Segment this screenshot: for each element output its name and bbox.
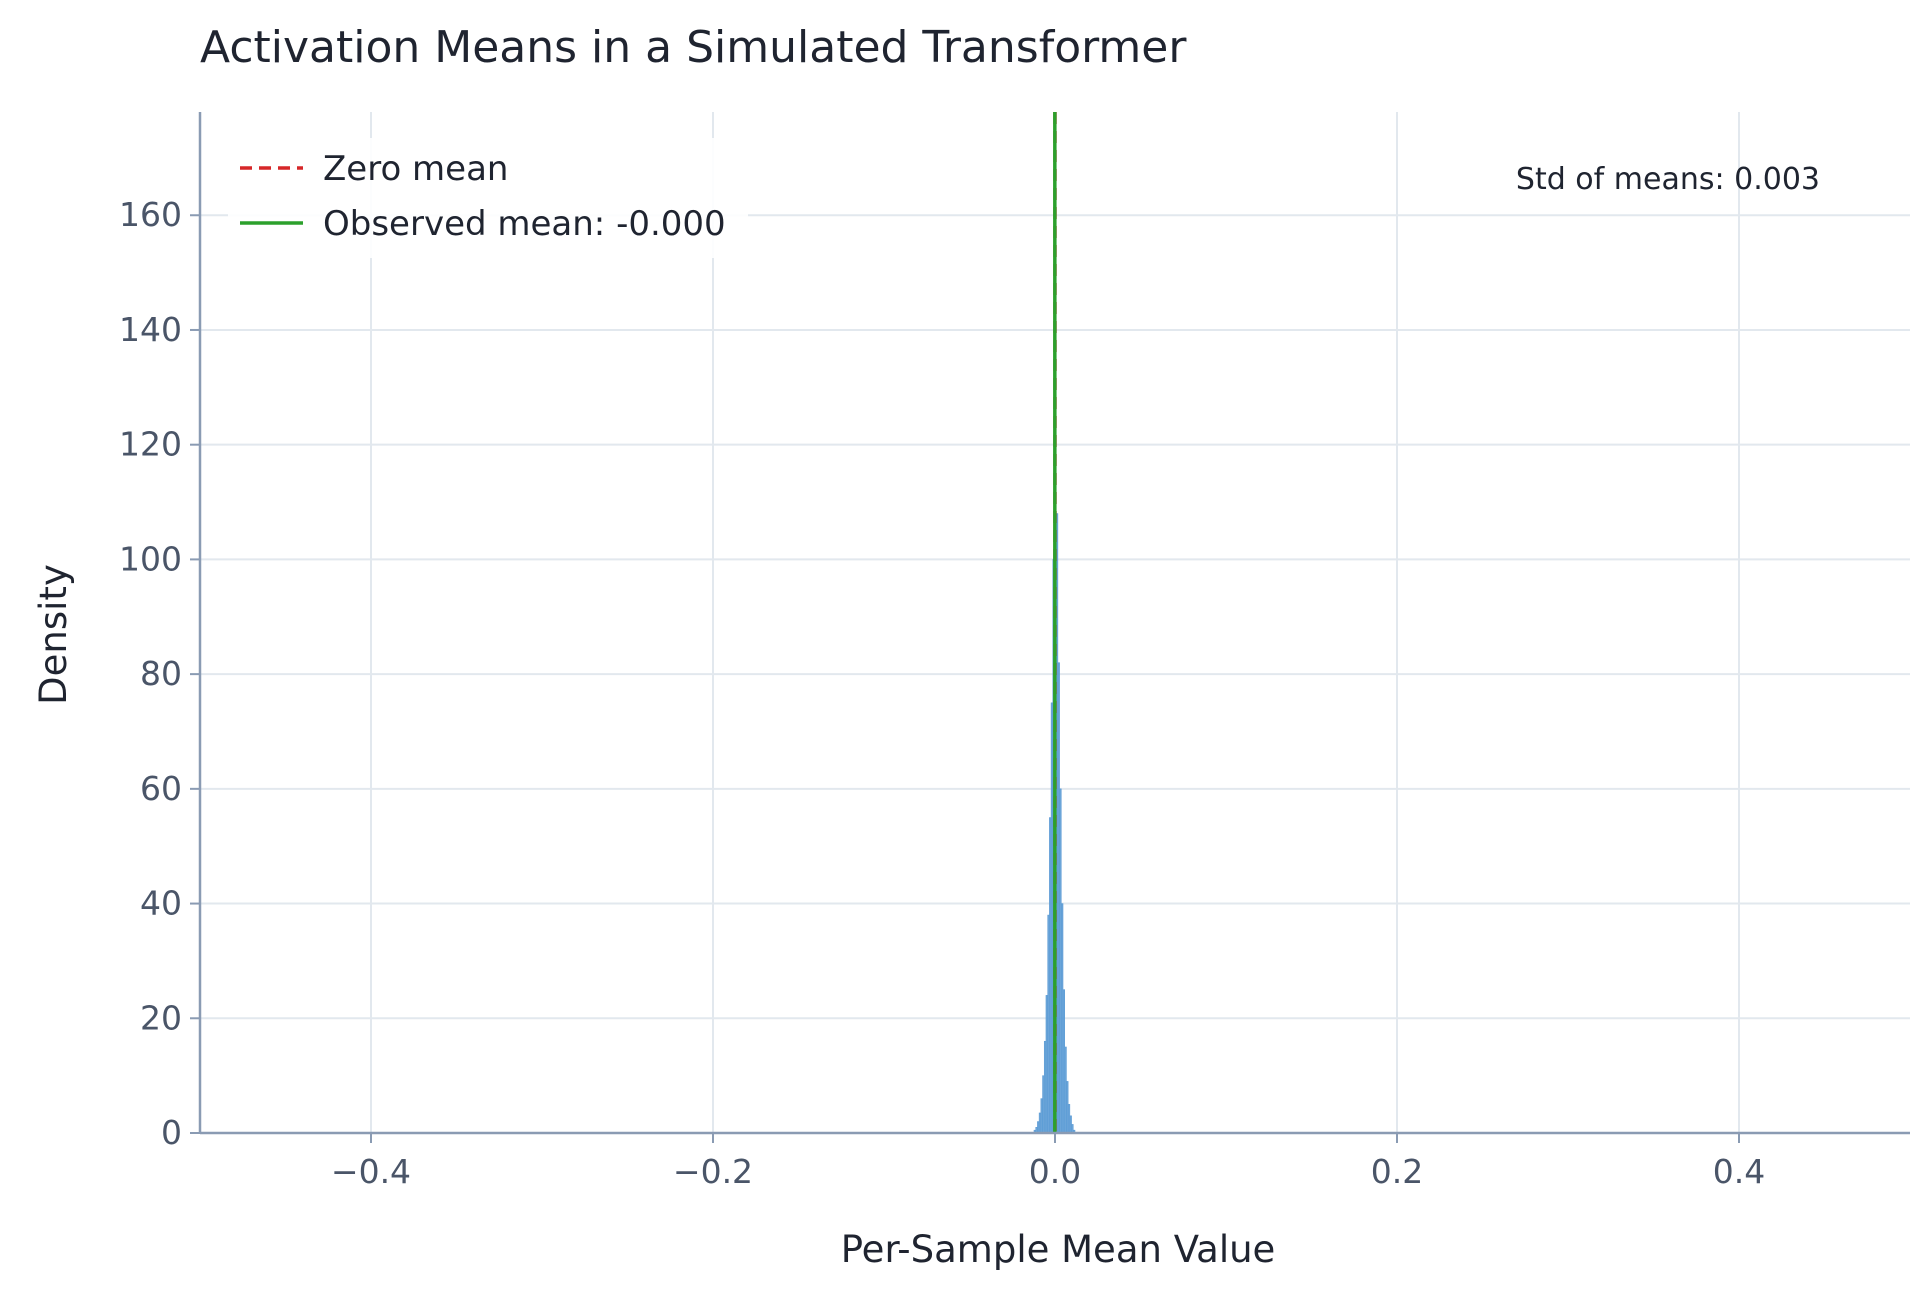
histogram-bar	[1057, 662, 1060, 1134]
std-annotation: Std of means: 0.003	[1516, 162, 1820, 197]
x-tick-label: −0.2	[673, 1152, 753, 1191]
axes-layer	[190, 112, 1910, 1143]
legend-label-observed-mean: Observed mean: -0.000	[323, 204, 726, 244]
x-tick-label: 0.4	[1713, 1152, 1765, 1191]
y-tick-label: 0	[161, 1113, 182, 1152]
y-tick-label: 40	[140, 884, 182, 923]
legend-label-zero-mean: Zero mean	[323, 149, 508, 189]
histogram-bar	[1066, 1081, 1069, 1134]
histogram-bar	[1038, 1112, 1042, 1134]
histogram-bar	[1071, 1124, 1074, 1134]
histogram-bar	[1037, 1121, 1040, 1134]
histogram-bar	[1061, 903, 1064, 1134]
chart-title: Activation Means in a Simulated Transfor…	[200, 22, 1187, 73]
x-tick-label: 0.2	[1371, 1152, 1423, 1191]
legend-box	[228, 138, 748, 258]
y-tick-label: 140	[119, 310, 182, 349]
histogram-bar	[1067, 1104, 1071, 1134]
histogram-bar	[1062, 989, 1065, 1134]
histogram-bar	[1050, 702, 1054, 1134]
histogram-bar	[1040, 1098, 1043, 1134]
y-axis-label: Density	[32, 564, 75, 705]
y-tick-label: 80	[140, 654, 182, 693]
y-tick-label: 160	[119, 195, 182, 234]
histogram-bar	[1045, 995, 1048, 1134]
x-tick-label: −0.4	[331, 1152, 411, 1191]
histogram-bar	[1064, 1046, 1067, 1134]
histogram-bar	[1069, 1115, 1072, 1134]
legend: Zero mean Observed mean: -0.000	[228, 138, 748, 258]
y-tick-label: 20	[140, 998, 182, 1037]
histogram-bar	[1047, 914, 1050, 1134]
histogram-bar	[1059, 788, 1062, 1134]
x-tick-label: 0.0	[1029, 1152, 1081, 1191]
labels-layer: −0.4 −0.2 0.0 0.2 0.4 0 20 40 60 80 100 120 140 160 Pe…	[32, 162, 1820, 1271]
histogram-bar	[1043, 1040, 1047, 1134]
histogram-bar	[1049, 817, 1052, 1134]
y-tick-label: 120	[119, 425, 182, 464]
y-tick-label: 100	[119, 539, 182, 578]
histogram-bar	[1042, 1075, 1045, 1134]
y-tick-label: 60	[140, 769, 182, 808]
x-axis-label: Per-Sample Mean Value	[841, 1228, 1276, 1271]
